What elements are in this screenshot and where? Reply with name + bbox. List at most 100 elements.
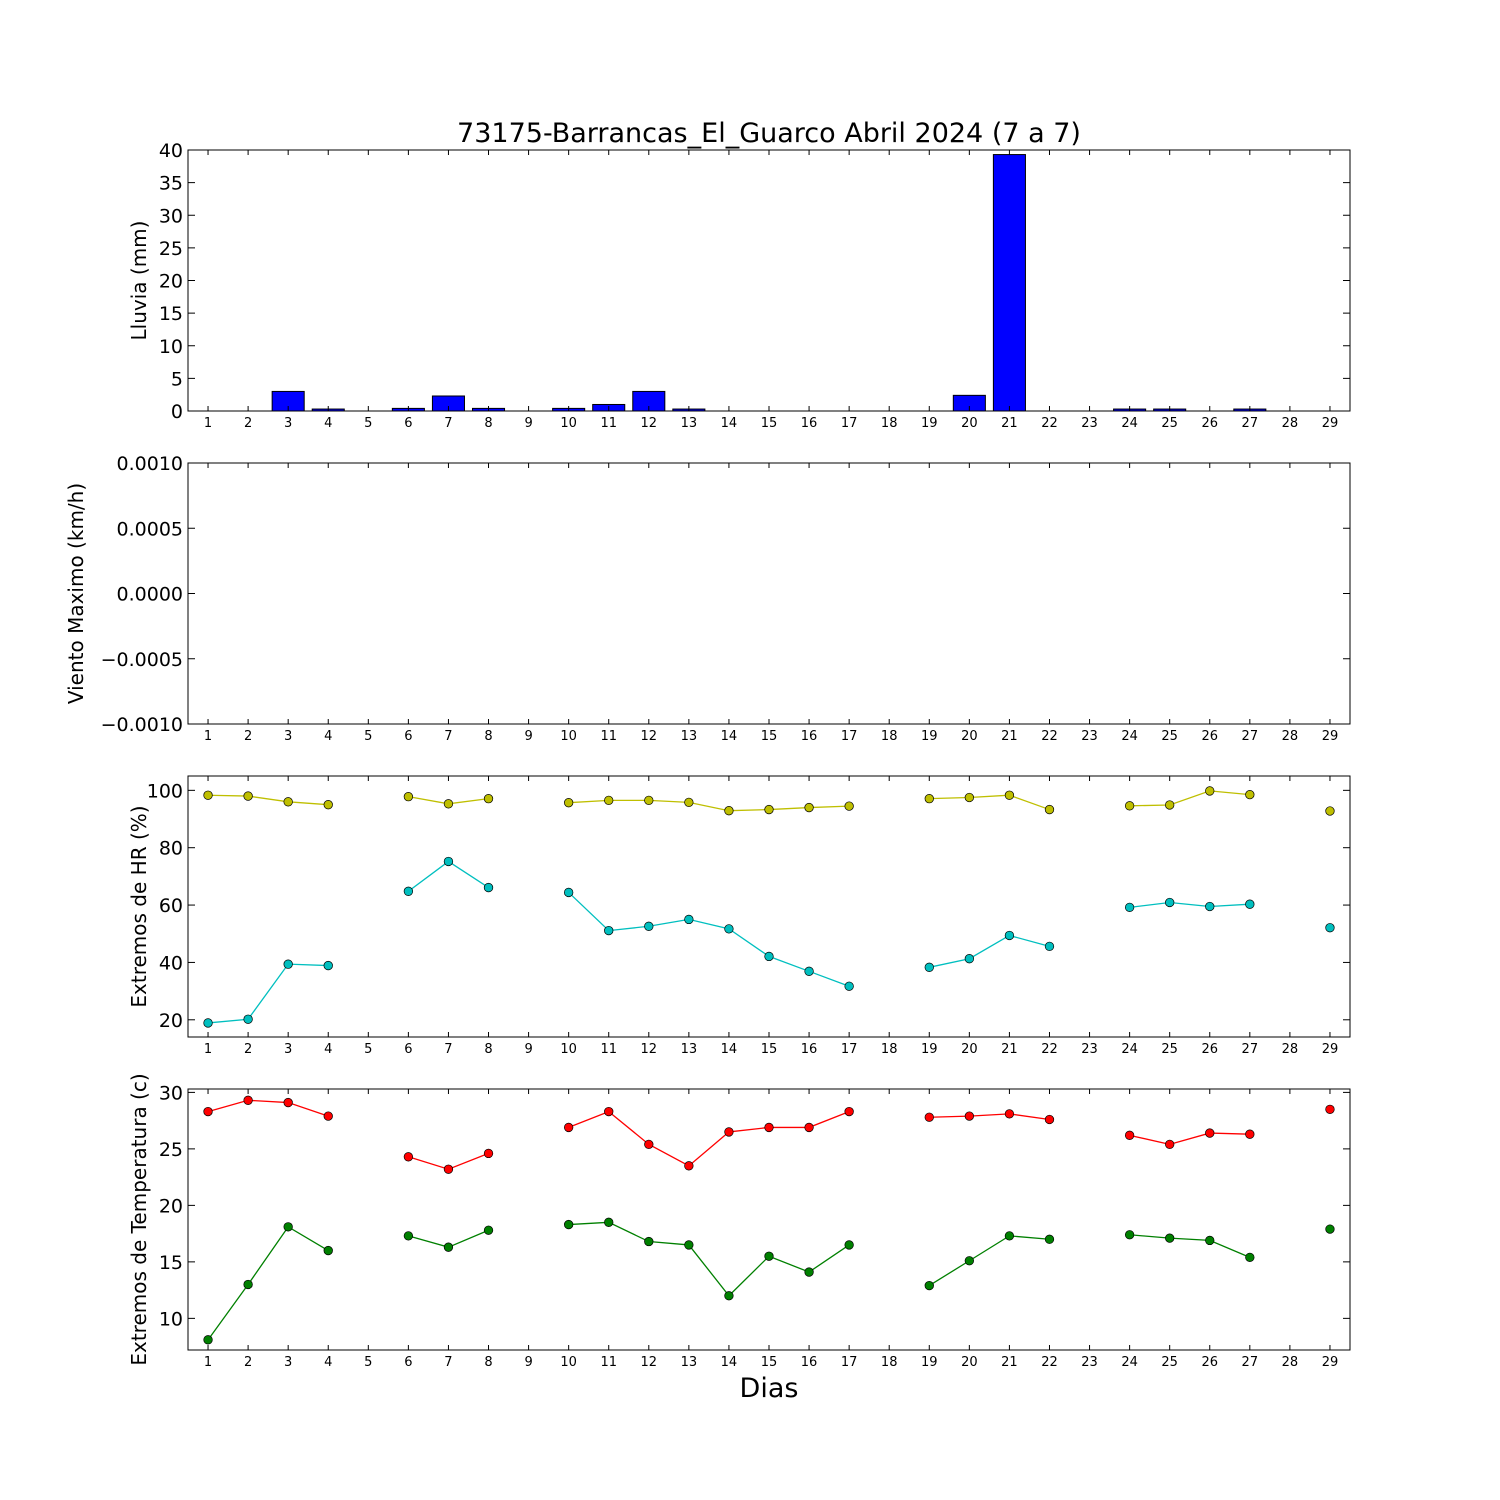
x-tick-label: 4 <box>324 1042 332 1057</box>
x-tick-label: 11 <box>600 416 617 431</box>
y-tick-label: 15 <box>159 303 183 325</box>
x-tick-label: 20 <box>961 416 978 431</box>
y-tick-label: 0 <box>171 401 183 423</box>
x-tick-label: 18 <box>881 729 898 744</box>
point-hr-0-day-29 <box>1325 806 1335 816</box>
point-temp-1-day-15 <box>764 1251 774 1261</box>
x-tick-label: 28 <box>1282 1355 1299 1370</box>
axes-frame-lluvia <box>187 149 1351 412</box>
y-tick-label: 0.0000 <box>117 584 183 606</box>
x-tick-label: 4 <box>324 1355 332 1370</box>
x-tick-label: 13 <box>681 729 698 744</box>
point-temp-0-day-26 <box>1205 1128 1215 1138</box>
y-tick-label: 60 <box>159 895 183 917</box>
y-tick-label: 0.0010 <box>117 453 183 475</box>
series-line-hr-0 <box>568 799 850 812</box>
x-tick-label: 25 <box>1161 1355 1178 1370</box>
series-line-hr-0 <box>929 794 1050 811</box>
point-temp-1-day-16 <box>804 1267 814 1277</box>
point-temp-1-day-19 <box>924 1280 934 1291</box>
series-line-temp-1 <box>928 1235 1050 1287</box>
point-hr-1-day-25 <box>1165 897 1175 908</box>
point-hr-0-day-20 <box>964 792 974 803</box>
point-hr-1-day-17 <box>844 981 854 991</box>
x-tick-label: 12 <box>641 1042 658 1057</box>
x-tick-label: 26 <box>1201 416 1218 431</box>
x-tick-label: 17 <box>841 1042 858 1057</box>
x-tick-label: 6 <box>404 729 412 744</box>
series-line-temp-0 <box>929 1113 1050 1121</box>
x-tick-label: 15 <box>761 729 778 744</box>
point-temp-1-day-10 <box>564 1219 574 1230</box>
x-tick-label: 3 <box>284 1042 292 1057</box>
x-tick-label: 9 <box>524 729 532 744</box>
x-tick-label: 21 <box>1001 729 1018 744</box>
x-tick-label: 11 <box>600 729 617 744</box>
x-tick-label: 5 <box>364 1355 372 1370</box>
x-tick-label: 11 <box>600 1042 617 1057</box>
x-tick-label: 7 <box>444 729 452 744</box>
point-hr-1-day-2 <box>243 1014 253 1024</box>
point-hr-0-day-27 <box>1245 789 1255 800</box>
x-tick-label: 2 <box>244 1042 252 1057</box>
x-tick-label: 3 <box>284 416 292 431</box>
x-axis-label: Dias <box>740 1373 799 1404</box>
point-temp-0-day-16 <box>804 1122 814 1133</box>
x-tick-label: 10 <box>560 729 577 744</box>
y-tick-label: 25 <box>159 238 183 260</box>
point-temp-0-day-2 <box>243 1095 253 1105</box>
point-temp-0-day-4 <box>323 1111 333 1121</box>
point-temp-0-day-6 <box>403 1152 414 1162</box>
series-line-hr-0 <box>208 794 329 806</box>
point-temp-1-day-25 <box>1165 1233 1175 1243</box>
point-temp-1-day-26 <box>1205 1235 1215 1246</box>
point-hr-1-day-26 <box>1205 901 1215 912</box>
point-hr-1-day-21 <box>1004 930 1015 941</box>
x-tick-label: 3 <box>284 729 292 744</box>
x-tick-label: 14 <box>721 1355 738 1370</box>
x-tick-label: 21 <box>1001 416 1018 431</box>
point-hr-0-day-15 <box>764 804 774 815</box>
x-tick-label: 11 <box>600 1355 617 1370</box>
point-temp-0-day-14 <box>724 1127 734 1137</box>
y-axis-label-lluvia: Lluvia (mm) <box>127 221 151 341</box>
panel-viento: 1 2 3 4 5 6 7 8 9 10 11 12 13 14 15 16 17 18 19 20 21 22 23 24 2… <box>64 453 1351 744</box>
y-tick-label: 0.0005 <box>117 518 183 540</box>
x-tick-label: 29 <box>1322 729 1339 744</box>
x-tick-label: 16 <box>801 1042 818 1057</box>
x-tick-label: 4 <box>324 729 332 744</box>
x-tick-label: 13 <box>681 416 698 431</box>
point-temp-0-day-29 <box>1325 1104 1335 1114</box>
x-tick-label: 25 <box>1161 1042 1178 1057</box>
point-temp-0-day-7 <box>443 1164 454 1174</box>
x-tick-label: 12 <box>641 729 658 744</box>
point-hr-1-day-27 <box>1245 899 1255 909</box>
point-temp-1-day-27 <box>1245 1252 1255 1263</box>
x-tick-label: 17 <box>841 1355 858 1370</box>
x-tick-label: 26 <box>1201 1042 1218 1057</box>
x-tick-label: 16 <box>801 729 818 744</box>
x-tick-label: 2 <box>244 416 252 431</box>
x-tick-label: 1 <box>204 1355 212 1370</box>
x-tick-label: 14 <box>721 1042 738 1057</box>
x-tick-label: 14 <box>721 416 738 431</box>
point-hr-1-day-12 <box>644 921 654 931</box>
x-tick-label: 19 <box>921 1355 938 1370</box>
point-temp-0-day-21 <box>1004 1109 1015 1119</box>
x-tick-label: 15 <box>761 416 778 431</box>
y-tick-label: 40 <box>159 140 183 162</box>
x-tick-label: 9 <box>524 416 532 431</box>
point-temp-1-day-6 <box>403 1231 414 1241</box>
point-temp-0-day-20 <box>964 1111 974 1121</box>
x-tick-label: 7 <box>444 1042 452 1057</box>
y-tick-label: −0.0010 <box>101 714 183 736</box>
x-tick-label: 19 <box>921 729 938 744</box>
point-temp-1-day-11 <box>604 1217 614 1227</box>
point-temp-0-day-11 <box>604 1106 614 1117</box>
point-temp-1-day-14 <box>724 1291 734 1301</box>
x-tick-label: 23 <box>1081 729 1098 744</box>
x-tick-label: 2 <box>244 729 252 744</box>
point-hr-1-day-29 <box>1325 923 1335 933</box>
point-temp-1-day-29 <box>1325 1224 1335 1234</box>
series-line-temp-0 <box>568 1110 850 1167</box>
